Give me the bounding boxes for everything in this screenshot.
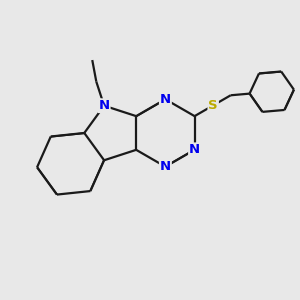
Text: N: N [189, 143, 200, 156]
Text: N: N [160, 160, 171, 173]
Text: N: N [99, 99, 110, 112]
Text: S: S [208, 99, 218, 112]
Text: N: N [160, 93, 171, 106]
